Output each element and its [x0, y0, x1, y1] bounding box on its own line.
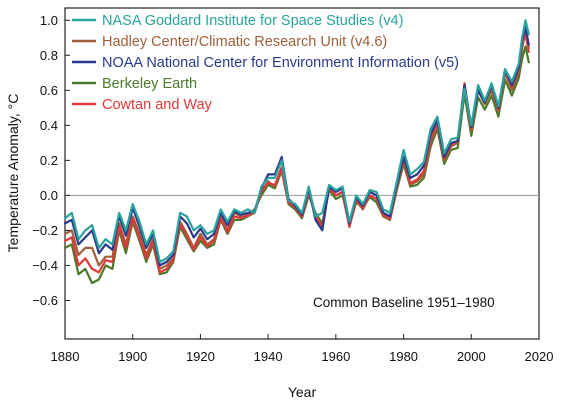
y-tick-label: 0.8: [40, 48, 58, 63]
x-tick-label: 1920: [186, 349, 215, 364]
legend-label-2: Hadley Center/Climatic Research Unit (v4…: [102, 34, 387, 50]
x-tick-label: 1880: [51, 349, 80, 364]
y-tick-label: 1.0: [40, 13, 58, 28]
series-line-1: [63, 19, 530, 263]
x-axis-title: Year: [288, 384, 317, 400]
y-tick-label: 0.0: [40, 188, 58, 203]
x-tick-label: 1940: [254, 349, 283, 364]
legend-label-3: NOAA National Center for Environment Inf…: [102, 55, 459, 71]
y-tick-label: −0.4: [32, 258, 58, 273]
x-tick-label: 1900: [118, 349, 147, 364]
x-tick-label: 1960: [321, 349, 350, 364]
y-axis-title: Temperature Anomaly, °C: [5, 94, 21, 253]
y-tick-label: 0.2: [40, 153, 58, 168]
x-tick-label: 2000: [457, 349, 486, 364]
y-tick-label: 0.6: [40, 83, 58, 98]
x-tick-label: 1980: [389, 349, 418, 364]
y-tick-label: −0.6: [32, 293, 58, 308]
baseline-annotation: Common Baseline 1951–1980: [313, 295, 495, 310]
plot-frame: [64, 7, 540, 340]
legend-label-5: Cowtan and Way: [102, 97, 213, 113]
legend-label-1: NASA Goddard Institute for Space Studies…: [102, 13, 403, 29]
x-tick-label: 2020: [525, 349, 554, 364]
legend-label-4: Berkeley Earth: [102, 76, 197, 92]
y-tick-label: 0.4: [40, 118, 58, 133]
y-tick-label: −0.2: [32, 223, 58, 238]
